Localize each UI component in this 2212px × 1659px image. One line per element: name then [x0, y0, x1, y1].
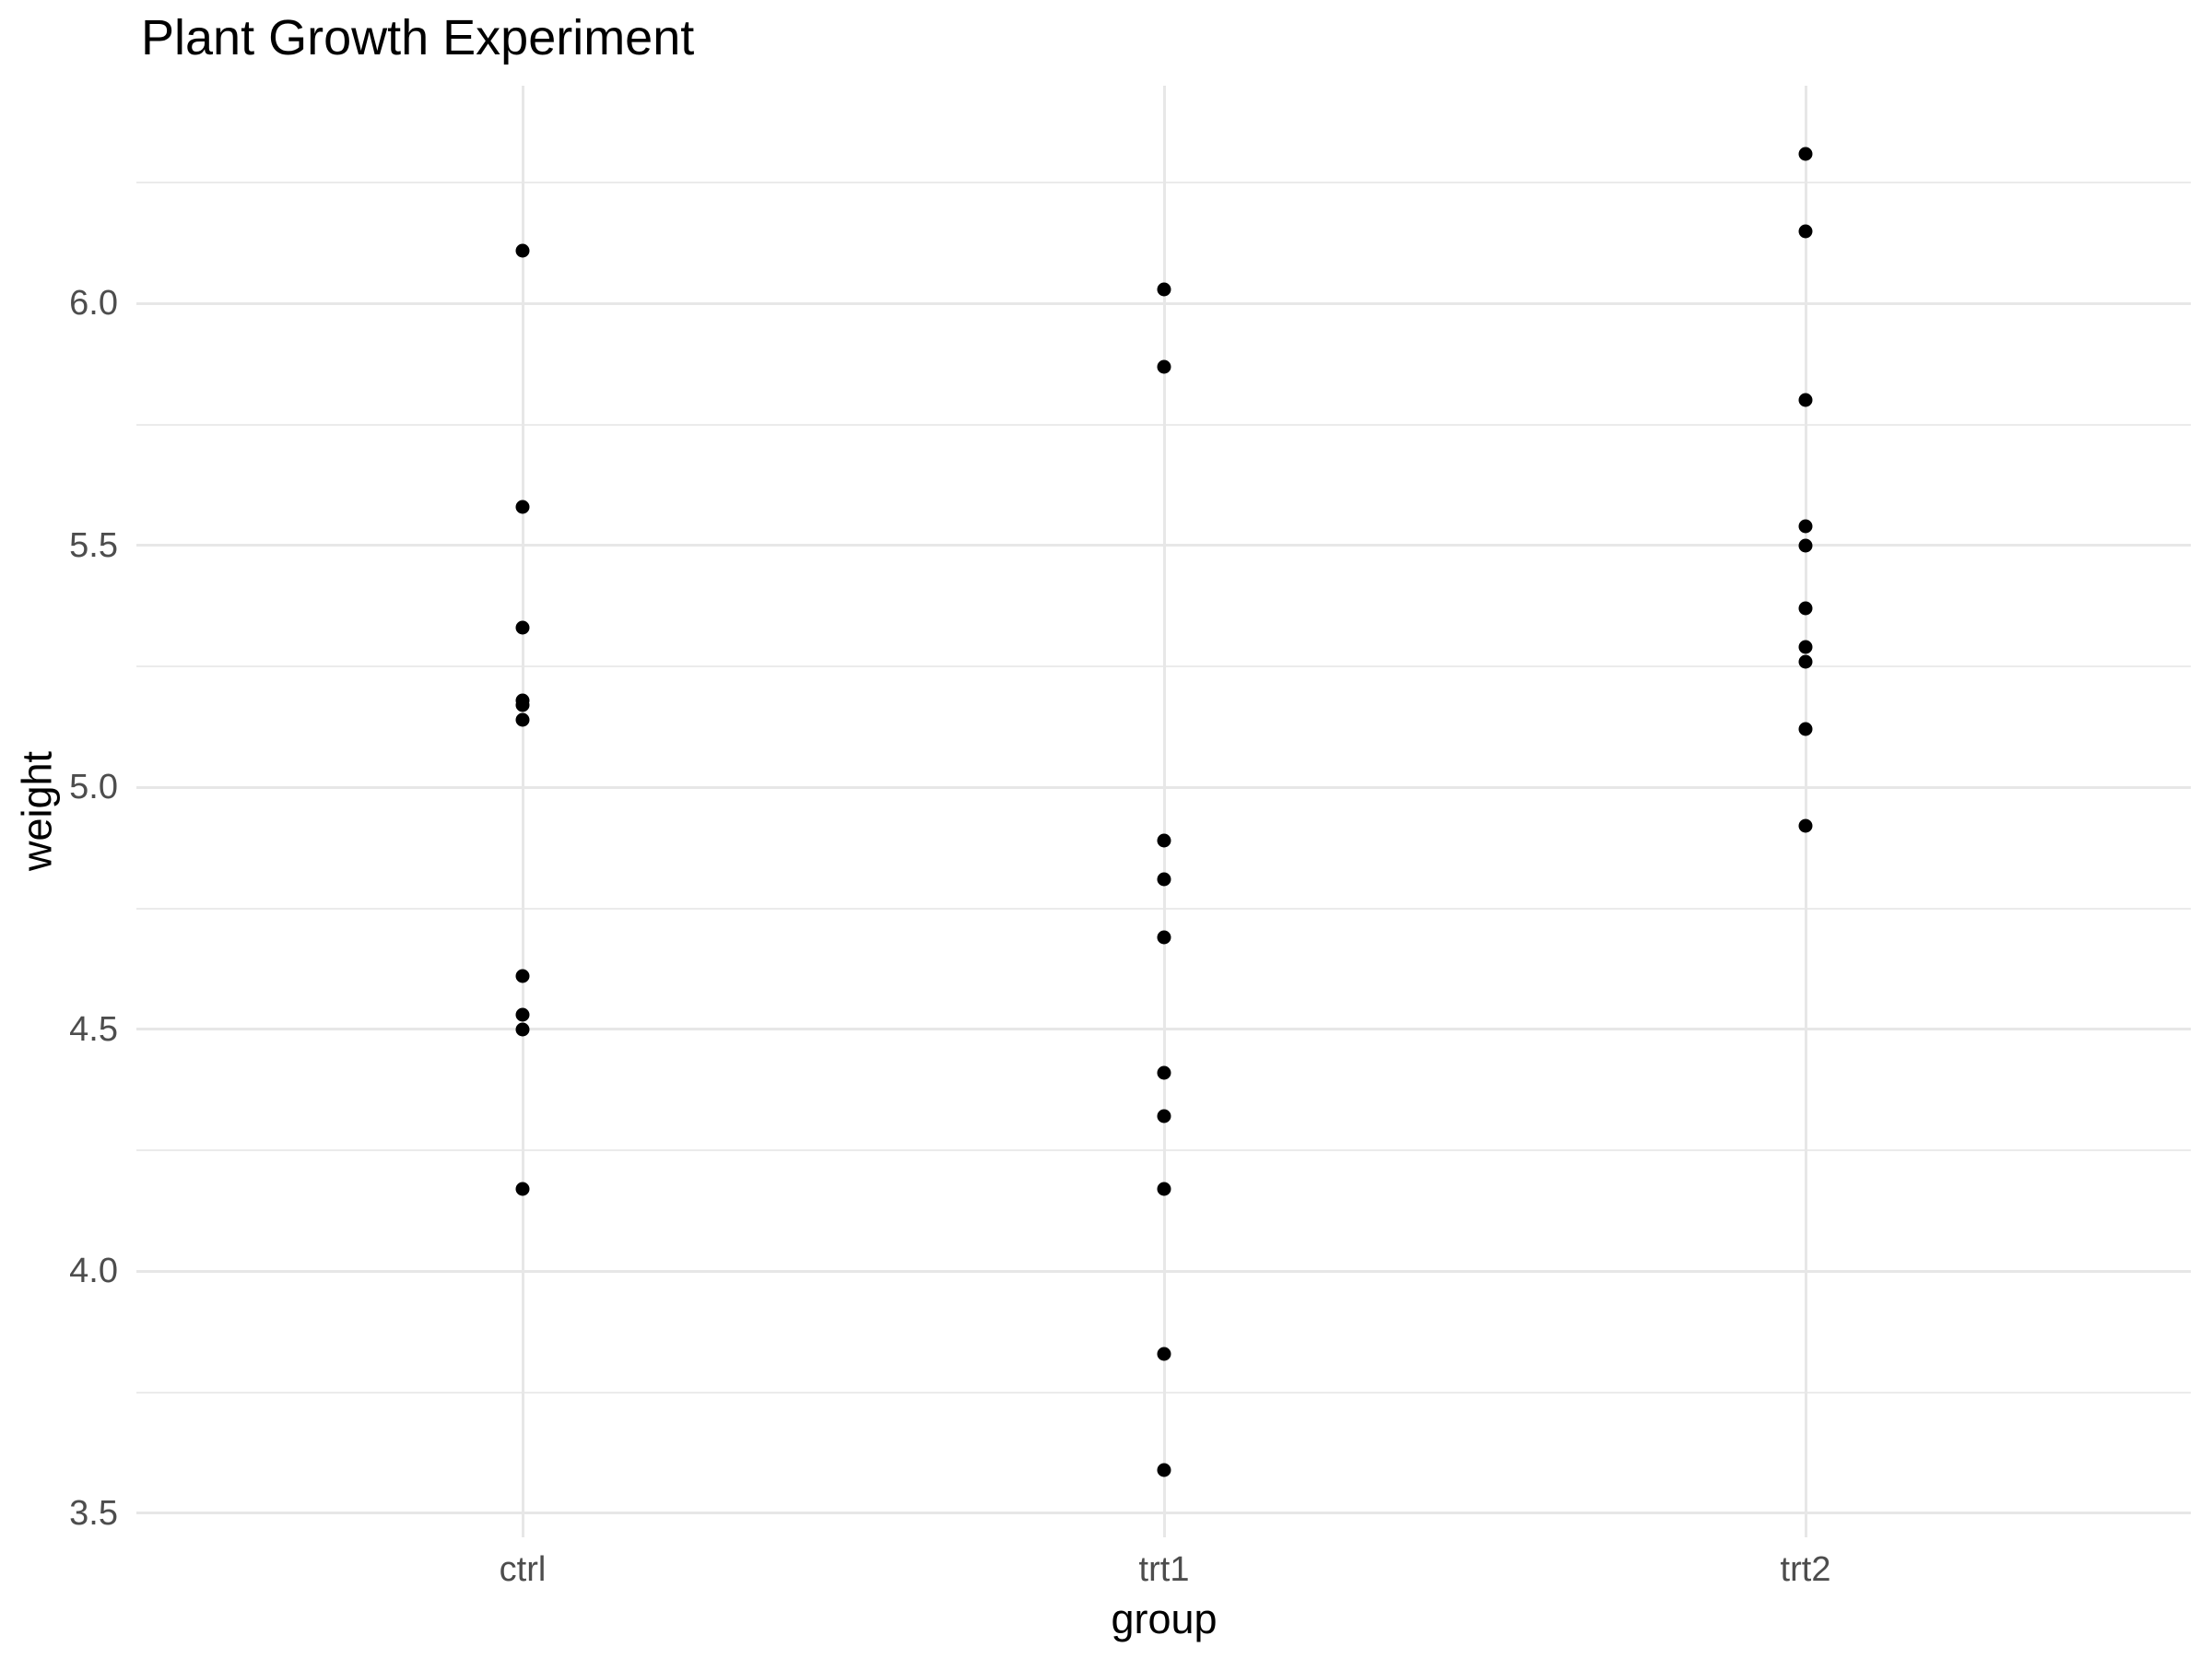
data-point [1157, 1109, 1171, 1124]
data-point [1157, 359, 1171, 373]
data-point [1798, 818, 1813, 833]
data-point [1798, 538, 1813, 553]
data-point [515, 1182, 530, 1196]
data-point [1157, 1347, 1171, 1360]
x-tick-label: trt2 [1780, 1550, 1831, 1589]
y-tick-label: 4.5 [69, 1009, 118, 1049]
chart-title: Plant Growth Experiment [141, 10, 695, 65]
data-point [1798, 722, 1813, 736]
x-tick-label: ctrl [499, 1550, 547, 1589]
y-tick-label: 3.5 [69, 1493, 118, 1533]
data-point [1157, 930, 1171, 945]
data-point [515, 1007, 530, 1022]
data-point [515, 243, 530, 257]
plot-panel [136, 86, 2191, 1537]
data-point [1798, 147, 1813, 160]
data-point [1157, 833, 1171, 848]
data-point [1157, 872, 1171, 887]
data-point [515, 1022, 530, 1037]
x-axis-title: group [1111, 1595, 1218, 1642]
data-point [1798, 224, 1813, 238]
gridline-x-group [1162, 86, 1166, 1537]
y-tick-label: 5.0 [69, 768, 118, 807]
data-point [1798, 519, 1813, 534]
data-point [1157, 1182, 1171, 1196]
x-tick-label: trt1 [1138, 1550, 1190, 1589]
data-point [515, 698, 530, 712]
data-point [515, 620, 530, 635]
y-tick-label: 6.0 [69, 284, 118, 324]
data-point [1798, 393, 1813, 407]
data-point [1157, 282, 1171, 296]
gridline-x-group [1804, 86, 1807, 1537]
data-point [1798, 640, 1813, 654]
data-point [1157, 1463, 1171, 1477]
y-tick-label: 5.5 [69, 525, 118, 565]
data-point [515, 969, 530, 983]
y-tick-label: 4.0 [69, 1252, 118, 1291]
data-point [1798, 601, 1813, 616]
gridline-x-group [521, 86, 524, 1537]
data-point [1157, 1065, 1171, 1080]
data-point [515, 500, 530, 514]
data-point [515, 712, 530, 727]
data-point [1798, 654, 1813, 669]
